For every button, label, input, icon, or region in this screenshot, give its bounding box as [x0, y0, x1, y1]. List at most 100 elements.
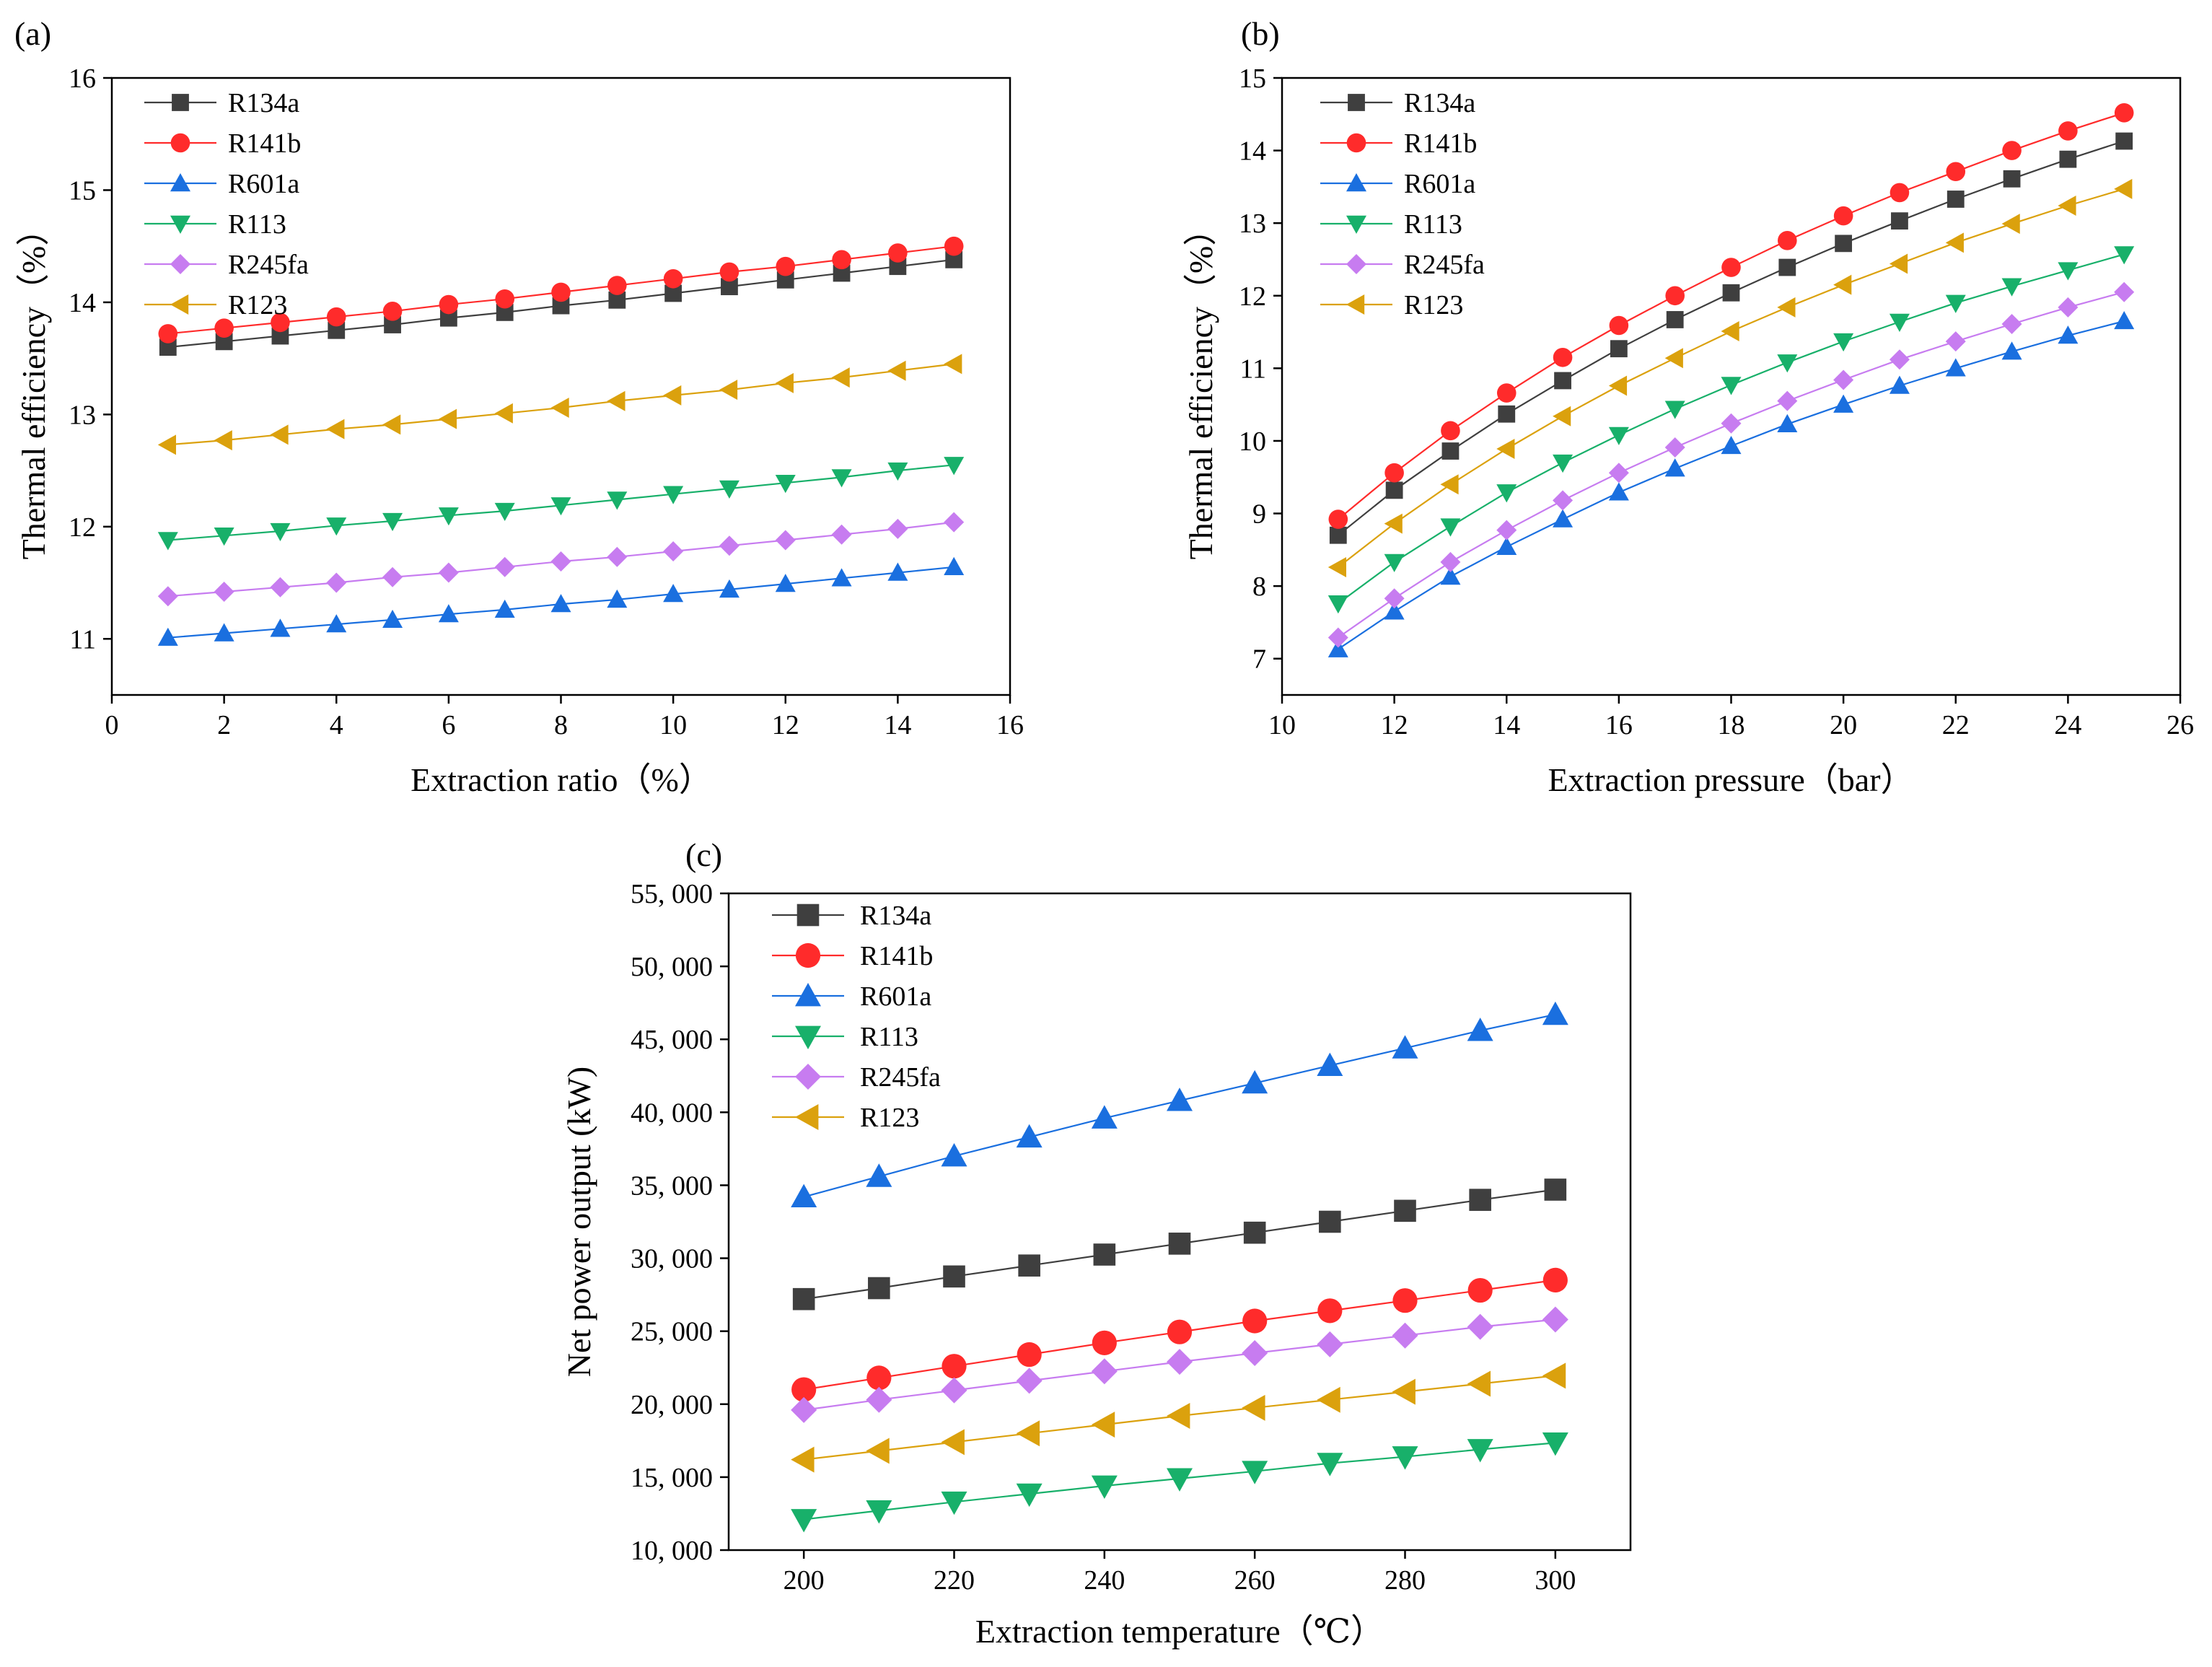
panel-b-point-r123	[1553, 406, 1571, 426]
panel-c-point-r141b	[1017, 1342, 1042, 1368]
panel-c-x-tick-label: 240	[1084, 1565, 1125, 1596]
panel-a-point-r245fa	[270, 577, 291, 598]
panel-a-point-r113	[157, 532, 178, 551]
panel-a-point-r601a	[382, 609, 403, 629]
panel-a-point-r245fa	[887, 518, 908, 539]
panel-a-point-r245fa	[382, 566, 403, 587]
panel-a-point-r123	[775, 372, 794, 393]
panel-a-point-r134a	[664, 284, 683, 302]
panel-b-point-r141b	[2114, 102, 2134, 123]
panel-c-point-r134a	[1544, 1178, 1567, 1201]
panel-c-y-tick-label: 50, 000	[631, 952, 713, 982]
panel-a-point-r113	[214, 528, 234, 546]
panel-a-point-r141b	[944, 236, 964, 256]
panel-b-point-r123	[2001, 214, 2020, 235]
panel-a-point-r245fa	[607, 546, 628, 567]
panel-c-legend-label: R601a	[860, 981, 931, 1012]
panel-b-point-r134a	[2003, 170, 2021, 188]
panel-b-x-tick-label: 10	[1268, 710, 1296, 740]
panel-c-point-r113	[866, 1500, 892, 1524]
panel-c-point-r601a	[1467, 1018, 1493, 1041]
panel-a-x-ticks: 0 2 4 6 8 10 12 14 16	[105, 695, 1024, 740]
panel-c-point-r141b	[1317, 1298, 1343, 1323]
panel-a-series-r123	[157, 354, 962, 455]
panel-c-point-r123	[941, 1429, 965, 1456]
panel-a-point-r141b	[495, 289, 514, 309]
panel-c-series-r141b	[791, 1267, 1568, 1402]
panel-c-legend-label: R245fa	[860, 1062, 941, 1093]
panel-c-label: (c)	[685, 836, 722, 873]
panel-b-legend-marker	[1346, 173, 1366, 192]
panel-a-point-r134a	[384, 316, 401, 333]
panel-a-y-tick-label: 14	[69, 288, 96, 318]
panel-a-point-r134a	[159, 338, 177, 356]
panel-b-y-tick-label: 7	[1252, 644, 1266, 675]
panel-a-y-tick-label: 15	[69, 175, 96, 206]
panel-a-x-tick-label: 14	[884, 710, 911, 740]
panel-c-point-r134a	[943, 1265, 965, 1288]
panel-b-y-tick-label: 9	[1252, 499, 1266, 530]
panel-a-point-r245fa	[663, 541, 684, 562]
panel-c-point-r113	[1542, 1432, 1568, 1456]
panel-a-legend-marker	[170, 294, 189, 315]
panel-a-point-r245fa	[944, 512, 965, 533]
panel-c-point-r601a	[941, 1143, 967, 1167]
panel-a-point-r141b	[439, 294, 459, 315]
panel-b-point-r134a	[1554, 372, 1571, 390]
panel-b-point-r245fa	[1664, 437, 1685, 458]
panel-b-point-r245fa	[1833, 369, 1854, 390]
panel-c-legend-marker	[796, 903, 820, 927]
panel-b-x-tick-label: 20	[1830, 710, 1857, 740]
panel-c-y-ticks: 10, 000 15, 000 20, 000 25, 000 30, 000 35, 0…	[631, 879, 729, 1566]
panel-b-point-r245fa	[1889, 349, 1910, 370]
panel-a-point-r601a	[663, 584, 684, 603]
panel-c-point-r245fa	[1542, 1306, 1568, 1333]
panel-c-point-r134a	[1093, 1243, 1116, 1266]
panel-c-point-r113	[1392, 1446, 1418, 1470]
panel-b-point-r141b	[1384, 463, 1404, 483]
panel-c-point-r601a	[1542, 1001, 1568, 1025]
panel-a-legend-label: R245fa	[228, 250, 309, 280]
panel-c-legend-label: R123	[860, 1103, 919, 1133]
panel-c-legend-marker	[795, 983, 821, 1007]
panel-a-legend-item-r123: R123	[144, 290, 287, 320]
panel-b-point-r113	[1553, 454, 1574, 473]
panel-a-legend-marker	[172, 94, 189, 111]
panel-b-y-tick-label: 13	[1239, 209, 1266, 239]
panel-a-point-r123	[382, 414, 401, 435]
panel-a-point-r123	[214, 430, 232, 451]
panel-b-series-r123	[1327, 178, 2133, 577]
panel-a-point-r123	[550, 398, 569, 419]
panel-c-point-r123	[1167, 1402, 1190, 1429]
panel-a-legend-label: R601a	[228, 169, 299, 199]
panel-b-series	[1327, 102, 2135, 657]
panel-a-legend-marker	[170, 254, 190, 274]
panel-b-series-line-r245fa	[1338, 291, 2125, 639]
panel-c-point-r134a	[792, 1287, 815, 1311]
panel-a-point-r113	[326, 517, 347, 536]
panel-b-legend-item-r113: R113	[1320, 209, 1462, 240]
panel-b-series-r245fa	[1327, 281, 2135, 648]
panel-a-y-axis-title: Thermal efficiency（%）	[15, 213, 52, 560]
panel-b-point-r245fa	[1327, 627, 1348, 648]
panel-b-point-r134a	[2059, 150, 2077, 168]
panel-b-point-r113	[1327, 595, 1348, 614]
panel-c-point-r123	[1091, 1412, 1115, 1438]
panel-a-x-tick-label: 12	[772, 710, 799, 740]
panel-b-point-r123	[2058, 196, 2076, 216]
panel-a-point-r245fa	[438, 562, 459, 583]
panel-c-legend-item-r134a: R134a	[772, 901, 931, 931]
panel-b-x-ticks: 10 12 14 16 18 20 22 24 26	[1268, 695, 2194, 740]
panel-b-y-axis-title: Thermal efficiency（%）	[1182, 213, 1219, 560]
panel-c-point-r245fa	[1467, 1313, 1493, 1340]
panel-c-point-r123	[1242, 1394, 1265, 1421]
panel-a-point-r123	[438, 408, 457, 429]
panel-b-point-r123	[1721, 321, 1739, 342]
panel-b-legend-marker	[1346, 133, 1366, 153]
panel-b-x-axis-title: Extraction pressure（bar）	[1548, 761, 1913, 798]
panel-b-point-r245fa	[1384, 588, 1405, 609]
panel-a-legend-label: R123	[228, 290, 287, 320]
panel-a-point-r134a	[945, 250, 963, 268]
panel-b-point-r245fa	[1553, 490, 1574, 511]
